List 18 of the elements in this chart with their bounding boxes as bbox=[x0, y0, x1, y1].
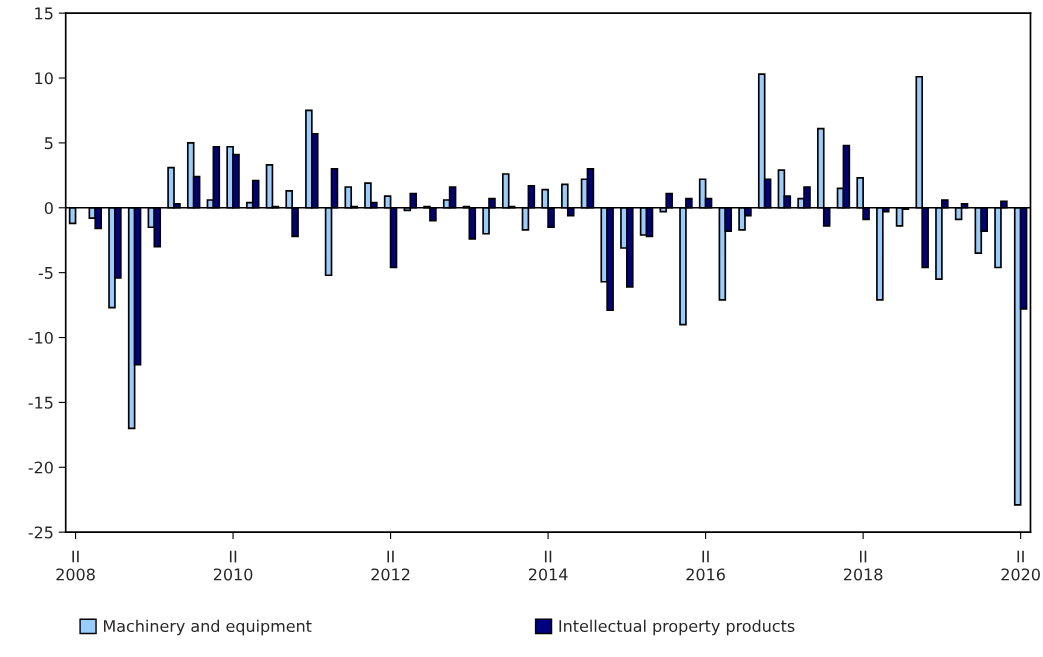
y-tick-label: 5 bbox=[44, 137, 53, 150]
y-tick-label: -20 bbox=[28, 461, 53, 474]
y-tick-label: 15 bbox=[35, 7, 53, 20]
x-tick-label: II 2018 bbox=[843, 550, 883, 581]
legend-label: Machinery and equipment bbox=[104, 619, 312, 636]
y-tick-label: -15 bbox=[28, 396, 53, 409]
x-tick-label: II 2016 bbox=[686, 550, 725, 581]
y-tick-label: -10 bbox=[28, 331, 53, 344]
y-tick-label: 0 bbox=[44, 201, 53, 215]
x-tick-label: II 2012 bbox=[371, 550, 410, 581]
legend-label: Intellectual property products bbox=[559, 619, 795, 636]
x-tick-label: II 2008 bbox=[56, 550, 95, 581]
y-tick-label: 10 bbox=[35, 72, 53, 85]
x-tick-label: II 2010 bbox=[213, 550, 253, 581]
x-tick-label: II 2014 bbox=[528, 550, 568, 581]
y-tick-label: -5 bbox=[38, 267, 53, 279]
x-tick-label: II 2020 bbox=[1001, 550, 1040, 581]
y-tick-label: -25 bbox=[28, 526, 53, 539]
